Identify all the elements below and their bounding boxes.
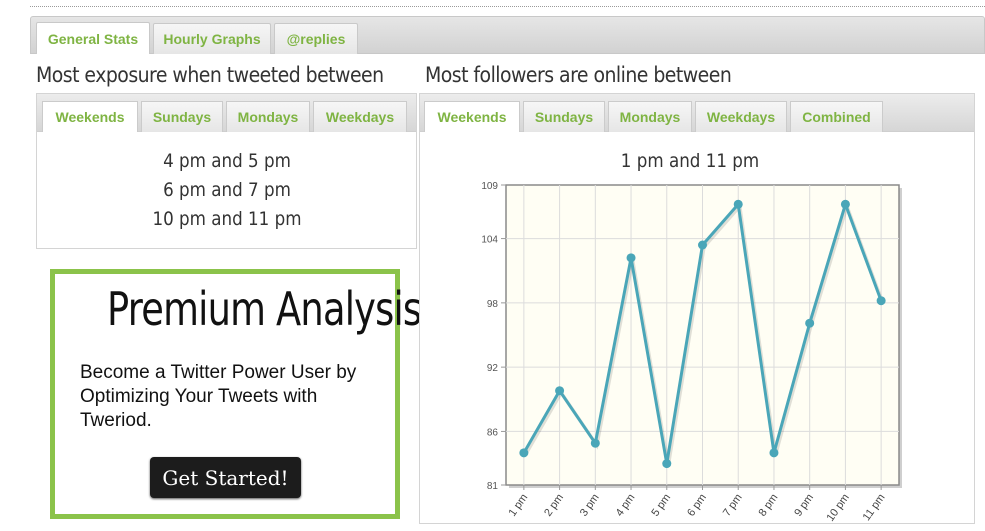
followers-line-chart: 81 86 92 98 104 109 1 pm 2 pm 3 pm 4 pm 5 pm 6 pm 7 … (481, 181, 902, 524)
exposure-panel: Weekends Sundays Mondays Weekdays 4 pm a… (36, 93, 417, 249)
exposure-title: Most exposure when tweeted between (36, 63, 384, 87)
premium-promo: Premium Analysis Become a Twitter Power … (50, 269, 422, 519)
main-tab-bar: General Stats Hourly Graphs @replies (30, 16, 985, 54)
exposure-time-3: 10 pm and 11 pm (152, 208, 302, 230)
exposure-tab-weekdays[interactable]: Weekdays (313, 101, 407, 132)
y-tick-label: 81 (487, 481, 499, 492)
x-tick-label: 3 pm (578, 492, 602, 519)
data-point (698, 240, 707, 250)
get-started-button[interactable]: Get Started! (150, 457, 301, 498)
followers-tab-mondays[interactable]: Mondays (608, 101, 692, 132)
x-tick-label: 1 pm (506, 492, 530, 519)
x-tick-label: 2 pm (542, 492, 566, 519)
data-point (769, 448, 779, 458)
data-point (626, 253, 636, 263)
tab-hourly-graphs[interactable]: Hourly Graphs (153, 23, 271, 54)
x-tick-label: 11 pm (861, 492, 888, 523)
data-point (590, 438, 600, 448)
data-point (519, 448, 529, 458)
data-point (733, 199, 743, 209)
data-point (805, 318, 815, 328)
y-tick-label: 104 (481, 235, 498, 246)
exposure-tab-sundays[interactable]: Sundays (141, 101, 223, 132)
x-tick-label: 7 pm (721, 492, 745, 519)
followers-tab-weekdays[interactable]: Weekdays (695, 101, 787, 132)
data-point (876, 296, 886, 306)
top-divider (30, 6, 985, 7)
followers-tab-sundays[interactable]: Sundays (523, 101, 605, 132)
exposure-time-2: 6 pm and 7 pm (163, 179, 291, 201)
exposure-tab-bar: Weekends Sundays Mondays Weekdays (37, 94, 416, 132)
data-point (555, 386, 565, 396)
followers-title: Most followers are online between (425, 63, 732, 87)
x-tick-label: 5 pm (649, 492, 673, 519)
followers-tab-bar: Weekends Sundays Mondays Weekdays Combin… (420, 94, 974, 132)
exposure-tab-weekends[interactable]: Weekends (42, 101, 138, 132)
exposure-time-1: 4 pm and 5 pm (163, 150, 291, 172)
exposure-tab-mondays[interactable]: Mondays (226, 101, 310, 132)
data-point (662, 459, 672, 469)
y-tick-label: 86 (487, 427, 499, 438)
promo-text: Become a Twitter Power User by Optimizin… (80, 362, 357, 431)
followers-tab-weekends[interactable]: Weekends (424, 101, 520, 132)
y-tick-label: 109 (481, 181, 498, 192)
x-tick-label: 6 pm (685, 492, 709, 519)
y-tick-label: 98 (487, 299, 499, 310)
x-tick-label: 8 pm (757, 492, 781, 519)
x-tick-label: 10 pm (824, 492, 851, 524)
tab-general-stats[interactable]: General Stats (36, 22, 150, 54)
x-tick-label: 4 pm (614, 492, 638, 519)
followers-tab-combined[interactable]: Combined (790, 101, 883, 132)
promo-title: Premium Analysis (107, 282, 422, 336)
x-tick-label: 9 pm (792, 492, 816, 519)
data-point (840, 199, 850, 209)
y-tick-label: 92 (487, 363, 499, 374)
tab-replies[interactable]: @replies (274, 23, 358, 54)
followers-summary: 1 pm and 11 pm (620, 150, 760, 172)
